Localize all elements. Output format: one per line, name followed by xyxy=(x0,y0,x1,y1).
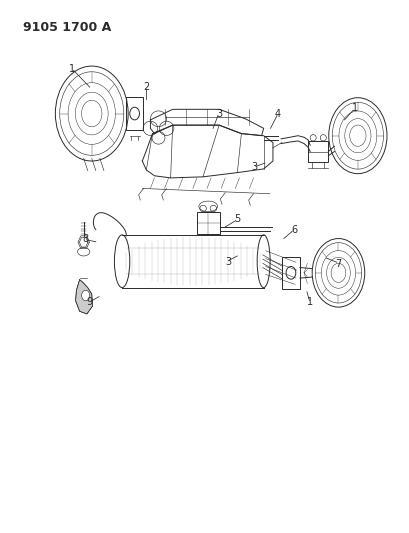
Text: 9: 9 xyxy=(86,297,92,308)
Bar xyxy=(196,212,219,234)
Text: 1: 1 xyxy=(68,64,74,74)
Text: 4: 4 xyxy=(274,109,280,118)
Text: 1: 1 xyxy=(306,297,312,308)
Text: 3: 3 xyxy=(251,163,257,172)
Bar xyxy=(308,141,328,162)
Text: 5: 5 xyxy=(234,214,240,224)
Text: 7: 7 xyxy=(335,259,341,269)
Bar xyxy=(126,96,143,131)
Polygon shape xyxy=(75,280,92,314)
Bar xyxy=(281,257,299,289)
Text: 2: 2 xyxy=(143,82,149,92)
Text: 3: 3 xyxy=(225,257,231,267)
Text: 9105 1700 A: 9105 1700 A xyxy=(23,21,111,34)
Text: 8: 8 xyxy=(83,234,88,244)
Text: 6: 6 xyxy=(290,224,296,235)
Text: 3: 3 xyxy=(216,109,222,118)
Text: 1: 1 xyxy=(351,103,357,114)
Circle shape xyxy=(81,290,90,301)
